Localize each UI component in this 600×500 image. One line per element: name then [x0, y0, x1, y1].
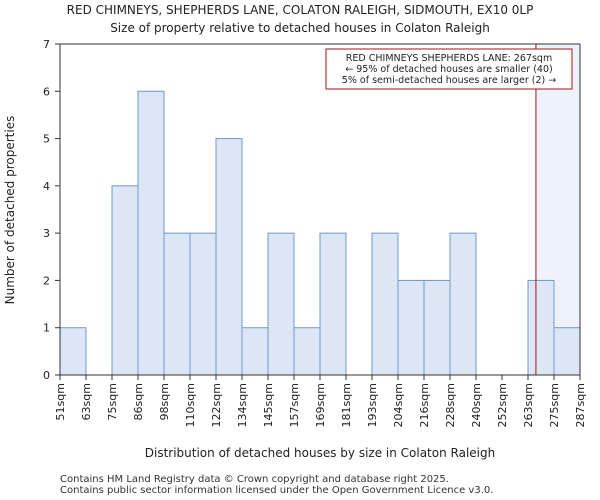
x-axis: 51sqm 63sqm 75sqm 86sqm 98sqm 110sqm 122sqm 134…: [54, 375, 587, 427]
x-tick-label-110sqm: 110sqm: [184, 383, 197, 427]
x-tick-label-263sqm: 263sqm: [522, 383, 535, 427]
histogram-chart: 0 1 2 3 4 5 6 7 51sqm 63sqm 75sqm 86sqm 98sqm 110sqm…: [3, 38, 587, 460]
y-tick-label-3: 3: [43, 227, 50, 240]
x-tick-label-51sqm: 51sqm: [54, 383, 67, 420]
y-tick-label-5: 5: [43, 133, 50, 146]
x-axis-label: Distribution of detached houses by size …: [145, 446, 495, 460]
y-tick-label-1: 1: [43, 322, 50, 335]
bars-group: [59, 90, 581, 376]
chart-subtitle: Size of property relative to detached ho…: [110, 21, 490, 35]
x-tick-label-181sqm: 181sqm: [340, 383, 353, 427]
annotation-line-3: 5% of semi-detached houses are larger (2…: [342, 75, 556, 86]
footer-line-1: Contains HM Land Registry data © Crown c…: [60, 474, 449, 485]
x-tick-label-252sqm: 252sqm: [496, 383, 509, 427]
y-tick-label-4: 4: [43, 180, 50, 193]
bar-145sqm: [267, 232, 295, 376]
bar-98sqm: [163, 232, 191, 376]
y-tick-label-2: 2: [43, 274, 50, 287]
x-tick-label-145sqm: 145sqm: [262, 383, 275, 427]
y-tick-label-6: 6: [43, 85, 50, 98]
x-tick-label-98sqm: 98sqm: [158, 383, 171, 420]
bar-110sqm: [189, 232, 217, 376]
chart-title: RED CHIMNEYS, SHEPHERDS LANE, COLATON RA…: [66, 3, 534, 17]
x-tick-label-216sqm: 216sqm: [418, 383, 431, 427]
bar-228sqm: [449, 232, 477, 376]
footer-line-2: Contains public sector information licen…: [60, 485, 494, 496]
bar-86sqm: [137, 90, 165, 376]
x-tick-label-169sqm: 169sqm: [314, 383, 327, 427]
bar-216sqm: [423, 279, 451, 376]
bar-193sqm: [371, 232, 399, 376]
x-tick-label-240sqm: 240sqm: [470, 383, 483, 427]
annotation-line-2: ← 95% of detached houses are smaller (40…: [345, 64, 552, 75]
x-tick-label-63sqm: 63sqm: [80, 383, 93, 420]
bar-157sqm: [293, 327, 321, 376]
bar-204sqm: [397, 279, 425, 376]
y-tick-label-0: 0: [43, 369, 50, 382]
bar-263sqm: [527, 279, 555, 376]
bar-122sqm: [215, 138, 243, 376]
bar-75sqm: [111, 185, 139, 376]
x-tick-label-275sqm: 275sqm: [548, 383, 561, 427]
y-axis: 0 1 2 3 4 5 6 7: [43, 38, 60, 382]
bar-275sqm: [553, 327, 581, 376]
x-tick-label-193sqm: 193sqm: [366, 383, 379, 427]
x-tick-label-75sqm: 75sqm: [106, 383, 119, 420]
y-axis-label: Number of detached properties: [3, 116, 17, 305]
x-tick-label-122sqm: 122sqm: [210, 383, 223, 427]
x-tick-label-287sqm: 287sqm: [574, 383, 587, 427]
x-tick-label-134sqm: 134sqm: [236, 383, 249, 427]
bar-134sqm: [241, 327, 269, 376]
bar-169sqm: [319, 232, 347, 376]
x-tick-label-204sqm: 204sqm: [392, 383, 405, 427]
x-tick-label-86sqm: 86sqm: [132, 383, 145, 420]
y-tick-label-7: 7: [43, 38, 50, 51]
bar-51sqm: [59, 327, 87, 376]
annotation-box: RED CHIMNEYS SHEPHERDS LANE: 267sqm ← 95…: [325, 48, 573, 90]
annotation-line-1: RED CHIMNEYS SHEPHERDS LANE: 267sqm: [346, 53, 552, 64]
x-tick-label-157sqm: 157sqm: [288, 383, 301, 427]
x-tick-label-228sqm: 228sqm: [444, 383, 457, 427]
